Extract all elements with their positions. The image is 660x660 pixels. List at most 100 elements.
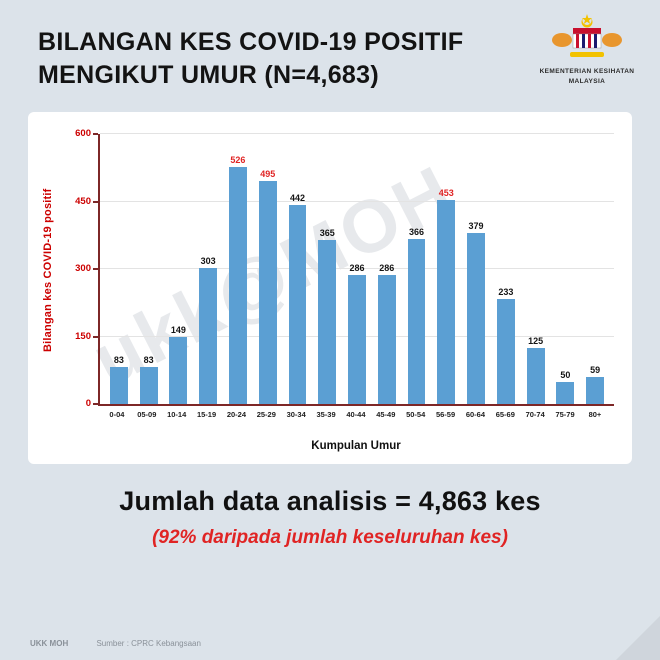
- bar-column: 453: [431, 134, 461, 404]
- y-tick-label: 600: [75, 128, 91, 139]
- x-tick-label: 70-74: [525, 410, 545, 419]
- x-tick-label: 15-19: [196, 410, 217, 419]
- bar-column: 149: [164, 134, 194, 404]
- bar-column: 286: [372, 134, 402, 404]
- bar: [377, 275, 396, 404]
- gridline: [100, 268, 614, 269]
- y-tick-label: 450: [75, 195, 91, 207]
- bar: [229, 167, 247, 404]
- footer: UKK MOH Sumber : CPRC Kebangsaan: [30, 639, 201, 648]
- bar-column: 303: [193, 134, 223, 404]
- y-tick-label: 0: [85, 398, 91, 409]
- bar-value-label: 379: [468, 221, 484, 232]
- bar: [407, 239, 426, 404]
- corner-decoration: [616, 616, 660, 660]
- page-title-line1: BILANGAN KES COVID-19 POSITIF: [38, 28, 464, 56]
- malaysia-coat-of-arms-icon: [550, 14, 624, 64]
- bars: 83 83 149 303 526 495 442 365 286 286 366 453 379 233…: [100, 134, 614, 404]
- bar: [556, 381, 575, 404]
- plot-area: 83 83 149 303 526 495 442 365 286 286 366 453 379 233…: [75, 128, 614, 409]
- summary-main-text: Jumlah data analisis = 4,863 kes: [119, 486, 541, 516]
- bar-value-label: 83: [113, 354, 124, 365]
- bar: [526, 347, 545, 404]
- bar-column: 495: [253, 134, 283, 404]
- bar-column: 83: [134, 134, 164, 404]
- moh-logo-caption-line1: KEMENTERIAN KESIHATAN: [539, 68, 635, 75]
- x-tick-label: 30-34: [286, 410, 306, 419]
- bar-column: 286: [342, 134, 372, 404]
- gridline: [100, 200, 614, 202]
- bar-column: 50: [550, 134, 580, 404]
- moh-logo-caption: KEMENTERIAN KESIHATAN MALAYSIA: [528, 67, 646, 88]
- x-axis-label: Kumpulan Umur: [311, 440, 401, 452]
- bar-column: 366: [402, 134, 432, 404]
- x-tick-label: 56-59: [435, 410, 456, 419]
- bar: [258, 181, 277, 404]
- bar-value-label: 495: [260, 169, 276, 180]
- bar-value-label: 59: [590, 365, 601, 376]
- x-tick-label: 50-54: [406, 410, 426, 419]
- x-tick-label: 05-09: [137, 410, 157, 419]
- bar-column: 365: [312, 134, 342, 404]
- bar-value-label: 233: [498, 287, 514, 298]
- bar-value-label: 83: [143, 354, 154, 365]
- x-tick-label: 45-49: [376, 410, 396, 419]
- bar-column: 125: [521, 134, 551, 404]
- bar: [169, 336, 188, 404]
- bar: [109, 366, 128, 404]
- bar-column: 526: [223, 134, 253, 404]
- bar-column: 233: [491, 134, 521, 404]
- bar-column: 379: [461, 134, 491, 404]
- x-tick-label: 40-44: [346, 410, 366, 419]
- y-tick-mark: [93, 403, 98, 405]
- bar: [318, 239, 337, 404]
- x-tick-label: 25-29: [256, 410, 276, 419]
- bar: [467, 233, 485, 404]
- y-tick-label: 300: [75, 263, 91, 274]
- bar: [139, 366, 158, 404]
- chart-card: ukk@MOH Bilangan kes COVID-19 positif 83…: [28, 112, 632, 464]
- footer-ukk-moh: UKK MOH: [30, 639, 69, 648]
- y-axis-label: Bilangan kes COVID-19 positif: [42, 188, 54, 352]
- x-tick-label: 60-64: [465, 410, 486, 419]
- bar-value-label: 366: [409, 227, 425, 238]
- y-tick-label: 150: [75, 330, 91, 342]
- bar-value-label: 125: [528, 335, 544, 346]
- bar-value-label: 365: [319, 227, 335, 238]
- bar-value-label: 526: [230, 155, 246, 166]
- bar: [199, 267, 218, 404]
- page-title-line2: MENGIKUT UMUR (N=4,683): [38, 61, 379, 89]
- page-title: BILANGAN KES COVID-19 POSITIF MENGIKUT U…: [38, 26, 463, 92]
- bar-value-label: 442: [289, 193, 305, 204]
- footer-source: Sumber : CPRC Kebangsaan: [96, 639, 201, 648]
- y-tick-mark: [93, 268, 98, 270]
- bar-value-label: 50: [560, 369, 571, 380]
- bar: [288, 205, 307, 404]
- bar-value-label: 303: [200, 255, 216, 266]
- gridline: [100, 133, 614, 134]
- x-tick-label: 65-69: [495, 410, 515, 419]
- x-tick-label: 20-24: [226, 410, 247, 419]
- bar: [348, 275, 366, 404]
- bar-column: 59: [580, 134, 610, 404]
- summary-sub-text: (92% daripada jumlah keseluruhan kes): [152, 527, 508, 548]
- y-tick-mark: [93, 200, 98, 203]
- bar-value-label: 286: [379, 263, 395, 274]
- summary-block: Jumlah data analisis = 4,863 kes (92% da…: [0, 486, 660, 549]
- x-ticks: 0-04 05-09 10-14 15-19 20-24 25-29 30-34 35-39 4…: [98, 410, 614, 422]
- x-tick-label: 10-14: [167, 410, 187, 419]
- y-tick-mark: [93, 335, 98, 338]
- bar: [586, 377, 605, 404]
- bar-column: 83: [104, 134, 134, 404]
- x-tick-label: 80+: [588, 410, 602, 419]
- x-tick-label: 0-04: [109, 410, 125, 419]
- moh-logo-block: KEMENTERIAN KESIHATAN MALAYSIA: [528, 14, 646, 88]
- bar: [496, 299, 515, 404]
- bar-value-label: 149: [170, 324, 186, 335]
- bar-column: 442: [283, 134, 313, 404]
- x-tick-label: 75-79: [555, 410, 575, 419]
- y-tick-mark: [93, 133, 98, 135]
- moh-logo-caption-line2: MALAYSIA: [568, 78, 606, 86]
- x-tick-label: 35-39: [316, 410, 336, 419]
